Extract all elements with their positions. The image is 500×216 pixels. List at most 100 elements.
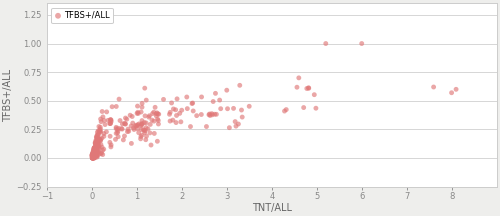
TFBS+/ALL <box>90 153 98 156</box>
TFBS+/ALL <box>132 125 140 128</box>
TFBS+/ALL <box>132 124 140 127</box>
TFBS+/ALL <box>90 151 98 155</box>
TFBS+/ALL <box>88 156 96 159</box>
TFBS+/ALL <box>452 87 460 91</box>
TFBS+/ALL <box>94 129 102 132</box>
TFBS+/ALL <box>310 93 318 96</box>
TFBS+/ALL <box>91 155 99 158</box>
TFBS+/ALL <box>89 153 97 157</box>
TFBS+/ALL <box>186 125 194 128</box>
TFBS+/ALL <box>90 155 98 158</box>
TFBS+/ALL <box>90 146 98 150</box>
TFBS+/ALL <box>151 106 159 109</box>
TFBS+/ALL <box>89 154 97 157</box>
TFBS+/ALL <box>94 139 102 143</box>
TFBS+/ALL <box>134 104 141 108</box>
TFBS+/ALL <box>300 106 308 109</box>
TFBS+/ALL <box>90 154 98 157</box>
TFBS+/ALL <box>90 155 98 158</box>
TFBS+/ALL <box>94 150 102 154</box>
TFBS+/ALL <box>88 154 96 157</box>
TFBS+/ALL <box>89 156 97 159</box>
TFBS+/ALL <box>89 154 97 157</box>
TFBS+/ALL <box>150 119 158 123</box>
TFBS+/ALL <box>88 156 96 160</box>
TFBS+/ALL <box>93 150 101 153</box>
TFBS+/ALL <box>94 151 102 155</box>
TFBS+/ALL <box>236 84 244 87</box>
TFBS+/ALL <box>88 155 96 158</box>
TFBS+/ALL <box>138 128 145 131</box>
TFBS+/ALL <box>172 114 180 117</box>
TFBS+/ALL <box>90 156 98 159</box>
TFBS+/ALL <box>114 127 122 130</box>
TFBS+/ALL <box>90 152 98 156</box>
TFBS+/ALL <box>142 138 150 141</box>
TFBS+/ALL <box>88 154 96 158</box>
TFBS+/ALL <box>118 127 126 130</box>
TFBS+/ALL <box>93 137 101 140</box>
TFBS+/ALL <box>90 156 98 159</box>
TFBS+/ALL <box>142 121 150 125</box>
TFBS+/ALL <box>88 155 96 159</box>
TFBS+/ALL <box>118 122 126 126</box>
TFBS+/ALL <box>90 156 98 159</box>
TFBS+/ALL <box>94 154 102 158</box>
TFBS+/ALL <box>138 105 146 109</box>
TFBS+/ALL <box>208 112 216 115</box>
TFBS+/ALL <box>358 42 366 45</box>
TFBS+/ALL <box>97 152 105 155</box>
TFBS+/ALL <box>88 156 96 160</box>
TFBS+/ALL <box>106 135 114 138</box>
TFBS+/ALL <box>88 155 96 159</box>
TFBS+/ALL <box>92 152 100 155</box>
TFBS+/ALL <box>94 143 102 146</box>
Y-axis label: TFBS+/ALL: TFBS+/ALL <box>4 68 14 122</box>
TFBS+/ALL <box>90 156 98 159</box>
TFBS+/ALL <box>134 131 142 134</box>
TFBS+/ALL <box>90 156 98 159</box>
TFBS+/ALL <box>90 156 98 160</box>
TFBS+/ALL <box>92 144 100 147</box>
TFBS+/ALL <box>96 129 104 133</box>
TFBS+/ALL <box>96 137 104 141</box>
TFBS+/ALL <box>88 153 96 157</box>
TFBS+/ALL <box>88 155 96 158</box>
TFBS+/ALL <box>98 137 106 140</box>
TFBS+/ALL <box>124 130 132 133</box>
TFBS+/ALL <box>90 155 98 158</box>
TFBS+/ALL <box>198 95 205 99</box>
TFBS+/ALL <box>232 124 240 128</box>
TFBS+/ALL <box>88 155 96 158</box>
TFBS+/ALL <box>88 156 96 159</box>
TFBS+/ALL <box>88 156 96 159</box>
X-axis label: TNT/ALL: TNT/ALL <box>252 203 292 213</box>
TFBS+/ALL <box>90 156 98 159</box>
TFBS+/ALL <box>134 127 141 130</box>
TFBS+/ALL <box>92 151 100 154</box>
TFBS+/ALL <box>106 118 114 121</box>
TFBS+/ALL <box>90 149 98 152</box>
TFBS+/ALL <box>245 105 253 108</box>
TFBS+/ALL <box>198 113 205 116</box>
TFBS+/ALL <box>89 155 97 158</box>
TFBS+/ALL <box>90 152 98 156</box>
TFBS+/ALL <box>154 117 162 121</box>
TFBS+/ALL <box>90 147 98 150</box>
TFBS+/ALL <box>93 134 101 137</box>
TFBS+/ALL <box>98 153 106 156</box>
TFBS+/ALL <box>90 155 98 158</box>
TFBS+/ALL <box>202 125 210 128</box>
TFBS+/ALL <box>89 156 97 160</box>
TFBS+/ALL <box>89 153 97 157</box>
TFBS+/ALL <box>96 130 104 133</box>
TFBS+/ALL <box>97 130 105 134</box>
TFBS+/ALL <box>224 107 232 110</box>
TFBS+/ALL <box>92 143 100 146</box>
TFBS+/ALL <box>216 107 224 110</box>
TFBS+/ALL <box>92 145 100 149</box>
TFBS+/ALL <box>97 143 105 146</box>
TFBS+/ALL <box>89 156 97 160</box>
TFBS+/ALL <box>91 141 99 145</box>
TFBS+/ALL <box>94 141 102 145</box>
